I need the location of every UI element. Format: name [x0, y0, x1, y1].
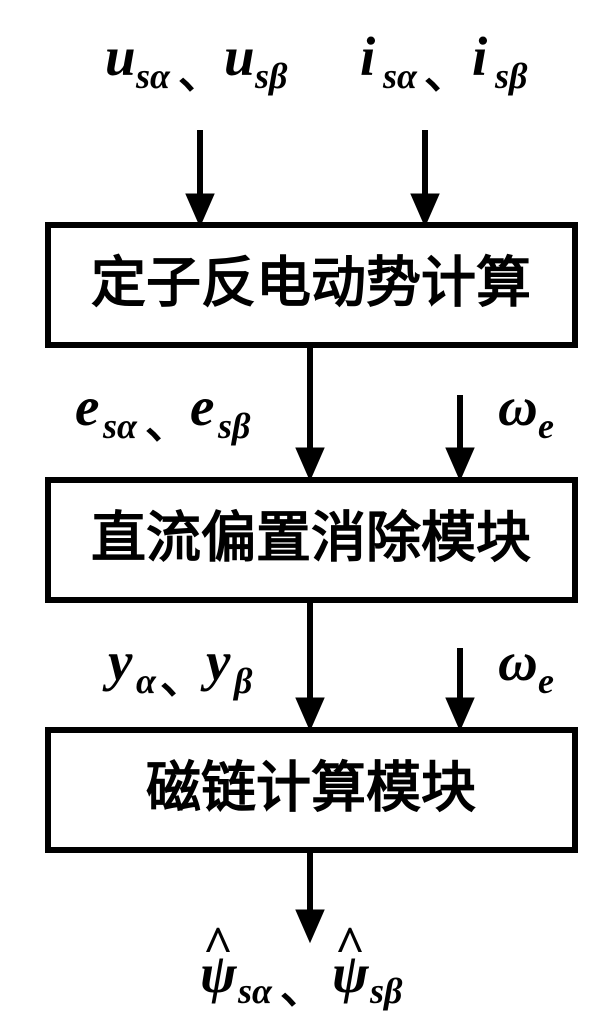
arrow-b2-b3-main — [296, 600, 324, 730]
var-u-sbeta-sub: sβ — [254, 56, 288, 96]
var-psi-sbeta-base: ψ — [332, 943, 370, 1004]
var-y-beta-sub: β — [232, 661, 253, 701]
box-stator-back-emf-calculation: 定子反电动势计算 — [48, 225, 575, 345]
sep-psi: 、 — [280, 964, 324, 1013]
arrow-b2-b3-omega — [446, 648, 474, 730]
var-omega2-sub: e — [538, 661, 554, 701]
var-i-sbeta-sub: sβ — [494, 56, 528, 96]
box-dc-offset-elimination-module: 直流偏置消除模块 — [48, 480, 575, 600]
mid1-omega-label: ω e — [498, 376, 554, 446]
var-e-sbeta-base: e — [190, 376, 214, 437]
var-i-salpha-sub: sα — [382, 56, 418, 96]
var-omega2-base: ω — [498, 631, 538, 692]
input-u-labels: u sα 、 u sβ — [105, 26, 288, 98]
var-y-beta-base: y — [200, 631, 231, 692]
sep-e: 、 — [145, 399, 189, 448]
sep-i: 、 — [424, 49, 468, 98]
var-i-sbeta-base: i — [472, 26, 488, 87]
var-e-salpha-base: e — [75, 376, 99, 437]
var-omega1-base: ω — [498, 376, 538, 437]
mid2-y-labels: y α 、 y β — [102, 631, 253, 703]
arrow-input-u — [186, 130, 214, 226]
box-2-label: 直流偏置消除模块 — [91, 508, 531, 569]
input-i-labels: i sα 、 i sβ — [360, 26, 528, 98]
arrow-output — [296, 850, 324, 942]
sep-y: 、 — [160, 654, 204, 703]
box-flux-linkage-calculation-module: 磁链计算模块 — [48, 730, 575, 850]
var-psi-salpha-base: ψ — [200, 943, 238, 1004]
var-y-alpha-sub: α — [136, 661, 157, 701]
arrow-b1-b2-omega — [446, 395, 474, 480]
sep-u: 、 — [178, 49, 222, 98]
arrow-b1-b2-main — [296, 345, 324, 480]
var-u-salpha-sub: sα — [135, 56, 171, 96]
box-1-label: 定子反电动势计算 — [91, 253, 531, 314]
var-e-sbeta-sub: sβ — [217, 406, 251, 446]
box-3-label: 磁链计算模块 — [146, 758, 476, 819]
var-e-salpha-sub: sα — [102, 406, 138, 446]
output-psi-labels: ^ ψ sα 、 ^ ψ sβ — [200, 917, 403, 1013]
var-psi-salpha-sub: sα — [237, 971, 273, 1011]
var-u-salpha-base: u — [105, 26, 136, 87]
var-y-alpha-base: y — [102, 631, 133, 692]
var-i-salpha-base: i — [360, 26, 376, 87]
var-psi-sbeta-sub: sβ — [369, 971, 403, 1011]
mid1-e-labels: e sα 、 e sβ — [75, 376, 251, 448]
var-omega1-sub: e — [538, 406, 554, 446]
mid2-omega-label: ω e — [498, 631, 554, 701]
arrow-input-i — [411, 130, 439, 226]
var-u-sbeta-base: u — [224, 26, 255, 87]
